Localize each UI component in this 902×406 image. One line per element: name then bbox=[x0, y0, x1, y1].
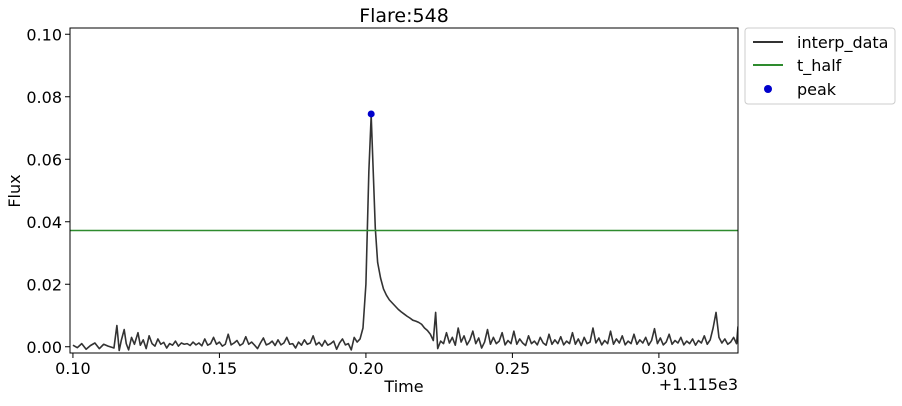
y-axis-label: Flux bbox=[5, 174, 24, 207]
plot-area bbox=[69, 27, 739, 354]
y-tick-label: 0.02 bbox=[26, 275, 62, 294]
x-tick-label: 0.20 bbox=[348, 359, 384, 378]
peak-point bbox=[367, 110, 375, 118]
legend-label-peak: peak bbox=[797, 80, 837, 99]
series-line-interp-data bbox=[72, 114, 738, 352]
chart-title: Flare:548 bbox=[359, 5, 449, 27]
y-tick-label: 0.04 bbox=[26, 213, 62, 232]
plot-frame-border bbox=[69, 27, 739, 354]
legend-box bbox=[744, 27, 896, 105]
y-tick-label: 0.08 bbox=[26, 88, 62, 107]
legend: interp_data t_half peak bbox=[744, 27, 896, 105]
x-tick-label: 0.10 bbox=[55, 359, 91, 378]
y-tick-label: 0.00 bbox=[26, 338, 62, 357]
x-tick-label: 0.15 bbox=[202, 359, 238, 378]
x-tick-label: 0.25 bbox=[495, 359, 531, 378]
plot-frame bbox=[69, 27, 739, 354]
x-axis-offset-label: +1.115e3 bbox=[659, 375, 738, 394]
x-axis: 0.10 0.15 0.20 0.25 0.30 bbox=[55, 353, 677, 378]
series-layer bbox=[70, 110, 738, 352]
y-tick-label: 0.10 bbox=[26, 25, 62, 44]
legend-label-t-half: t_half bbox=[797, 56, 842, 76]
x-tick-label: 0.30 bbox=[641, 359, 677, 378]
legend-swatch-peak bbox=[764, 85, 772, 93]
x-axis-label: Time bbox=[383, 377, 423, 396]
y-axis: 0.00 0.02 0.04 0.06 0.08 0.10 bbox=[26, 25, 70, 357]
y-tick-label: 0.06 bbox=[26, 150, 62, 169]
legend-label-interp-data: interp_data bbox=[797, 33, 888, 53]
